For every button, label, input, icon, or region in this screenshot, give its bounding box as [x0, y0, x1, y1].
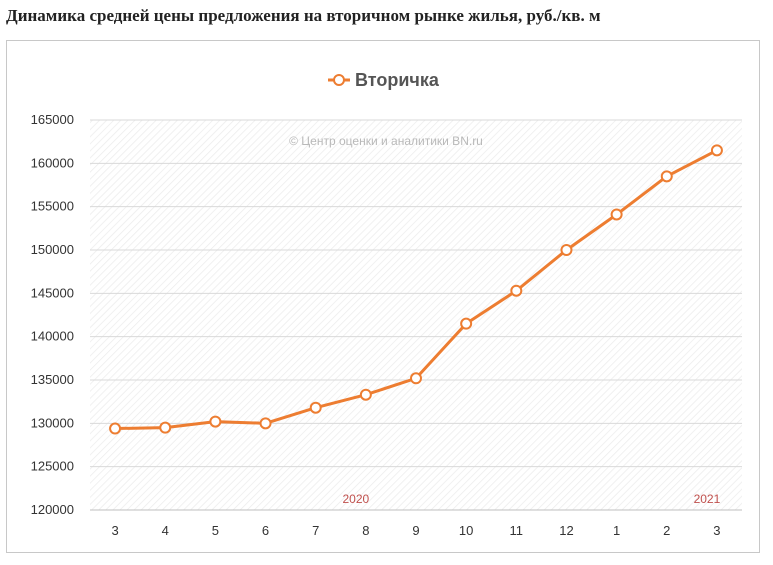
legend: Вторичка [328, 70, 440, 90]
y-tick-label: 150000 [31, 242, 74, 257]
data-point [359, 388, 372, 401]
x-tick-label: 12 [559, 523, 573, 538]
data-point [309, 401, 322, 414]
year-label: 2020 [342, 492, 369, 506]
data-point [109, 422, 122, 435]
data-point [660, 170, 673, 183]
x-tick-label: 3 [111, 523, 118, 538]
legend-marker [333, 74, 345, 86]
y-tick-label: 155000 [31, 199, 74, 214]
year-labels: 2020 2021 [342, 492, 720, 506]
x-tick-label: 11 [510, 523, 524, 538]
x-tick-label: 5 [212, 523, 219, 538]
data-point [510, 284, 523, 297]
x-tick-label: 3 [713, 523, 720, 538]
series-layer [109, 144, 723, 435]
year-label: 2021 [694, 492, 721, 506]
legend-label: Вторичка [355, 70, 440, 90]
gridlines [90, 119, 742, 511]
y-tick-label: 165000 [31, 112, 74, 127]
data-point [560, 244, 573, 256]
watermark-text: © Центр оценки и аналитики BN.ru [289, 134, 483, 148]
x-tick-label: 4 [162, 523, 169, 538]
x-tick-label: 8 [362, 523, 369, 538]
y-tick-label: 135000 [31, 372, 74, 387]
x-tick-label: 7 [312, 523, 319, 538]
y-tick-label: 140000 [31, 329, 74, 344]
x-tick-label: 2 [663, 523, 670, 538]
data-point [259, 417, 272, 430]
y-axis-ticks: 120000 125000 130000 135000 140000 145000 1500… [31, 112, 74, 517]
x-tick-label: 6 [262, 523, 269, 538]
page-title: Динамика средней цены предложения на вто… [6, 6, 601, 25]
data-point [209, 415, 222, 428]
data-point [460, 317, 473, 330]
data-point [410, 372, 422, 385]
x-tick-label: 9 [412, 523, 419, 538]
data-point [610, 208, 623, 221]
y-tick-label: 130000 [31, 415, 74, 430]
data-point [159, 421, 172, 434]
x-axis-ticks: 3 4 5 6 7 8 9 10 11 12 1 2 3 [111, 523, 720, 538]
y-tick-label: 145000 [31, 285, 74, 300]
x-tick-label: 10 [459, 523, 473, 538]
x-tick-label: 1 [613, 523, 620, 538]
y-tick-label: 120000 [31, 502, 74, 517]
y-tick-label: 125000 [31, 459, 74, 474]
plot-area [90, 120, 742, 510]
data-point [710, 144, 723, 157]
y-tick-label: 160000 [31, 155, 74, 170]
